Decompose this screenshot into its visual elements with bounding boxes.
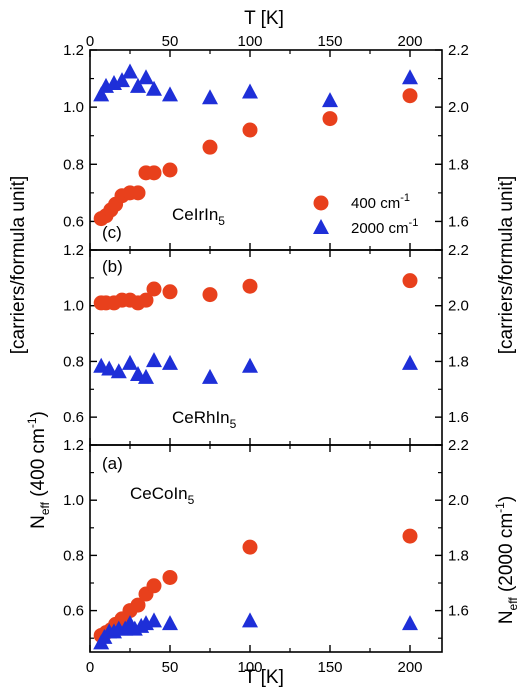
y-tick-label-right: 2.0 (448, 99, 469, 116)
plot-area: 0.6 0.8 1.0 1.2 1.6 1.8 2.0 2.2 (c) CeIrIn5 0.6 0.8… (63, 33, 469, 676)
panel-frame-b (89, 249, 443, 446)
y-tick-label-right: 2.2 (448, 242, 469, 259)
x-tick-label-bottom: 150 (317, 659, 342, 676)
data-point-circle (138, 292, 154, 308)
data-point-triangle (93, 86, 110, 102)
legend-marker-triangle (313, 219, 329, 234)
data-point-circle (402, 88, 418, 104)
compound-label-a: CeCoIn5 (130, 484, 195, 507)
y-tick-label-left: 0.8 (63, 547, 84, 564)
x-tick-label-bottom: 100 (237, 659, 262, 676)
data-point-circle (130, 185, 146, 201)
data-point-triangle (146, 352, 162, 368)
compound-label-c: CeIrIn5 (172, 205, 225, 228)
y-axis-title-left-units: [carriers/formula unit] (8, 176, 29, 354)
y-tick-label-left: 0.6 (63, 213, 84, 230)
y-tick-label-right: 1.8 (448, 547, 469, 564)
x-axis-title-top: T [K] (244, 8, 284, 29)
y-tick-label-right: 1.6 (448, 213, 469, 230)
y-axis-title-right-main: Neff (2000 cm-1) (493, 496, 520, 624)
data-point-circle (146, 165, 162, 181)
data-point-circle (162, 162, 178, 178)
data-point-triangle (122, 354, 138, 370)
y-tick-label-right: 1.6 (448, 603, 469, 620)
y-tick-label-left: 1.2 (63, 437, 84, 454)
x-tick-label-top: 50 (162, 33, 179, 50)
y-tick-label-right: 2.2 (448, 42, 469, 59)
x-tick-label-bottom: 200 (397, 659, 422, 676)
legend-marker-circle (313, 195, 329, 211)
data-point-triangle (122, 63, 138, 79)
y-tick-label-right: 2.2 (448, 437, 469, 454)
x-tick-label-top: 0 (86, 33, 94, 50)
x-tick-label-top: 150 (317, 33, 342, 50)
data-point-triangle (101, 360, 118, 376)
data-point-circle (242, 539, 258, 555)
panel-tag-b: (b) (102, 257, 123, 276)
data-point-triangle (138, 368, 154, 384)
data-point-triangle (162, 86, 178, 102)
x-tick-label-top: 200 (397, 33, 422, 50)
y-tick-label-left: 1.0 (63, 492, 84, 509)
legend-entry: 2000 cm-1 (351, 217, 418, 237)
data-point-triangle (322, 92, 338, 108)
data-point-circle (146, 578, 162, 594)
y-tick-label-right: 2.0 (448, 298, 469, 315)
data-point-triangle (114, 72, 130, 88)
x-tick-label-top: 100 (237, 33, 262, 50)
legend-entry: 400 cm-1 (351, 192, 410, 212)
data-point-triangle (242, 612, 258, 628)
y-tick-label-left: 0.6 (63, 409, 84, 426)
y-tick-label-right: 1.8 (448, 156, 469, 173)
panel-tag-c: (c) (102, 223, 122, 242)
y-tick-label-left: 1.0 (63, 298, 84, 315)
data-point-triangle (146, 612, 162, 628)
data-point-triangle (202, 89, 218, 105)
data-point-circle (162, 284, 178, 300)
panel-tag-a: (a) (102, 454, 123, 473)
data-point-circle (242, 278, 258, 294)
data-point-triangle (162, 354, 178, 370)
y-tick-label-left: 1.2 (63, 42, 84, 59)
y-tick-label-left: 0.8 (63, 353, 84, 370)
y-axis-title-left-main: Neff (400 cm-1) (25, 411, 52, 529)
data-point-circle (202, 139, 218, 155)
data-point-triangle (130, 77, 146, 93)
data-point-circle (242, 122, 258, 138)
y-tick-label-right: 1.6 (448, 409, 469, 426)
data-point-triangle (402, 69, 418, 85)
data-point-circle (402, 273, 418, 289)
data-point-circle (202, 287, 218, 303)
data-point-circle (130, 597, 146, 613)
data-point-triangle (402, 615, 418, 631)
panel-frame-a (89, 444, 443, 653)
data-point-triangle (242, 83, 258, 99)
x-tick-label-bottom: 0 (86, 659, 94, 676)
data-point-circle (162, 569, 178, 585)
y-tick-label-left: 0.8 (63, 156, 84, 173)
data-point-triangle (242, 357, 258, 373)
data-point-triangle (138, 69, 154, 85)
y-tick-label-left: 0.6 (63, 603, 84, 620)
y-tick-label-right: 1.8 (448, 353, 469, 370)
data-point-circle (322, 111, 338, 127)
data-point-circle (402, 528, 418, 544)
data-point-triangle (402, 354, 418, 370)
compound-label-b: CeRhIn5 (172, 408, 237, 431)
y-tick-label-right: 2.0 (448, 492, 469, 509)
data-point-triangle (110, 363, 127, 379)
data-point-circle (146, 281, 162, 297)
y-tick-label-left: 1.0 (63, 99, 84, 116)
data-point-triangle (202, 368, 218, 384)
data-point-triangle (146, 80, 162, 96)
x-tick-label-bottom: 50 (162, 659, 179, 676)
x-axis-title-bottom: T [K] (244, 667, 284, 688)
y-axis-title-right-units: [carriers/formula unit] (496, 176, 517, 354)
data-point-triangle (162, 615, 178, 631)
y-tick-label-left: 1.2 (63, 242, 84, 259)
